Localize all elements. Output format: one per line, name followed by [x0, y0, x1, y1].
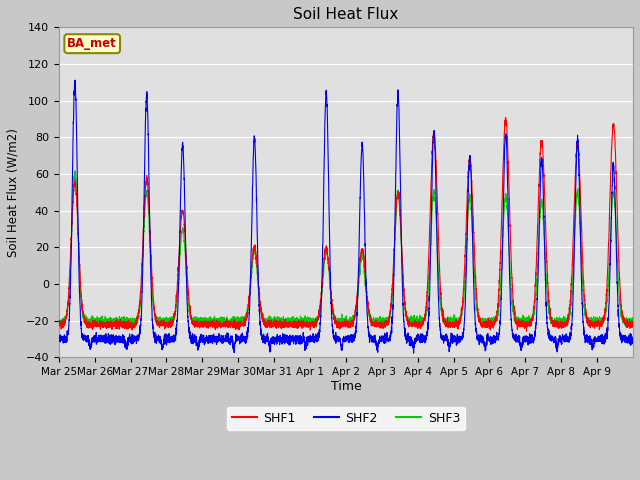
X-axis label: Time: Time: [330, 380, 361, 393]
Y-axis label: Soil Heat Flux (W/m2): Soil Heat Flux (W/m2): [7, 128, 20, 257]
Text: BA_met: BA_met: [67, 37, 117, 50]
Title: Soil Heat Flux: Soil Heat Flux: [293, 7, 399, 22]
Legend: SHF1, SHF2, SHF3: SHF1, SHF2, SHF3: [227, 407, 465, 430]
